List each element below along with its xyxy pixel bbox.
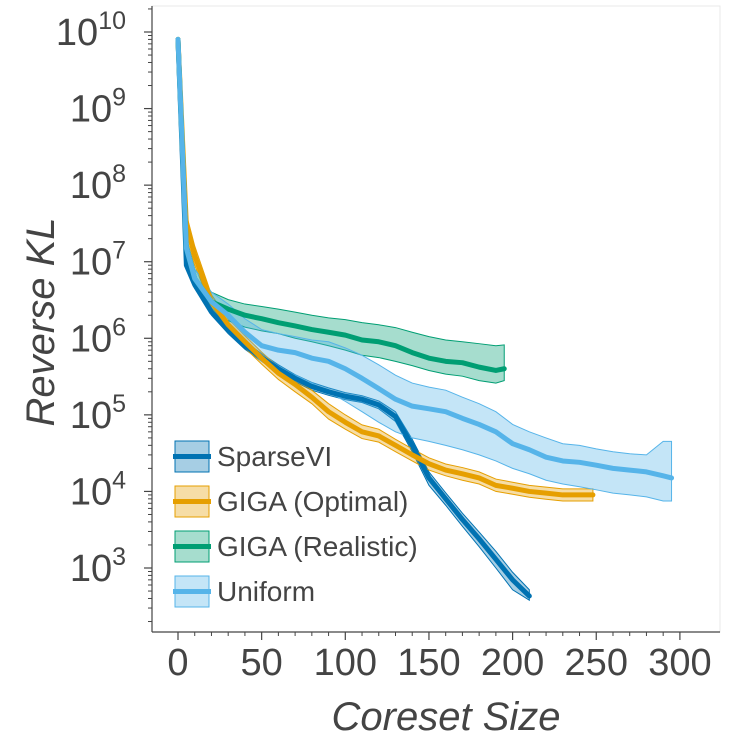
y-tick-label: 106 <box>70 313 126 360</box>
series-band-giga-realistic <box>177 37 505 384</box>
legend-label-giga-realistic: GIGA (Realistic) <box>217 531 418 562</box>
y-tick-label: 107 <box>70 237 126 284</box>
legend-label-uniform: Uniform <box>217 576 315 607</box>
y-tick-label: 108 <box>70 160 126 207</box>
series-band-giga-optimal <box>177 37 594 502</box>
x-tick-label: 200 <box>481 642 544 684</box>
legend: SparseVI GIGA (Optimal) GIGA (Realistic) Un… <box>173 440 418 608</box>
x-tick-label: 300 <box>648 642 711 684</box>
series-line-uniform <box>175 36 675 481</box>
x-tick-label: 100 <box>314 642 377 684</box>
legend-label-giga-optimal: GIGA (Optimal) <box>217 486 408 517</box>
x-axis-label: Coreset Size <box>332 695 561 739</box>
y-tick-label: 104 <box>70 466 126 513</box>
series-band-uniform <box>177 37 673 502</box>
legend-label-sparsevi: SparseVI <box>217 441 332 472</box>
plot-area <box>175 36 675 602</box>
y-tick-label: 105 <box>70 390 126 437</box>
y-axis-label: Reverse KL <box>19 218 63 427</box>
y-tick-label: 103 <box>70 543 126 590</box>
y-tick-label: 109 <box>70 84 126 131</box>
series-line-giga-optimal <box>175 36 596 498</box>
y-tick-label: 1010 <box>56 7 126 54</box>
x-tick-label: 250 <box>565 642 628 684</box>
series-line-sparsevi <box>175 36 532 599</box>
x-tick-label: 150 <box>397 642 460 684</box>
x-tick-label: 0 <box>167 642 188 684</box>
x-tick-label: 50 <box>241 642 283 684</box>
